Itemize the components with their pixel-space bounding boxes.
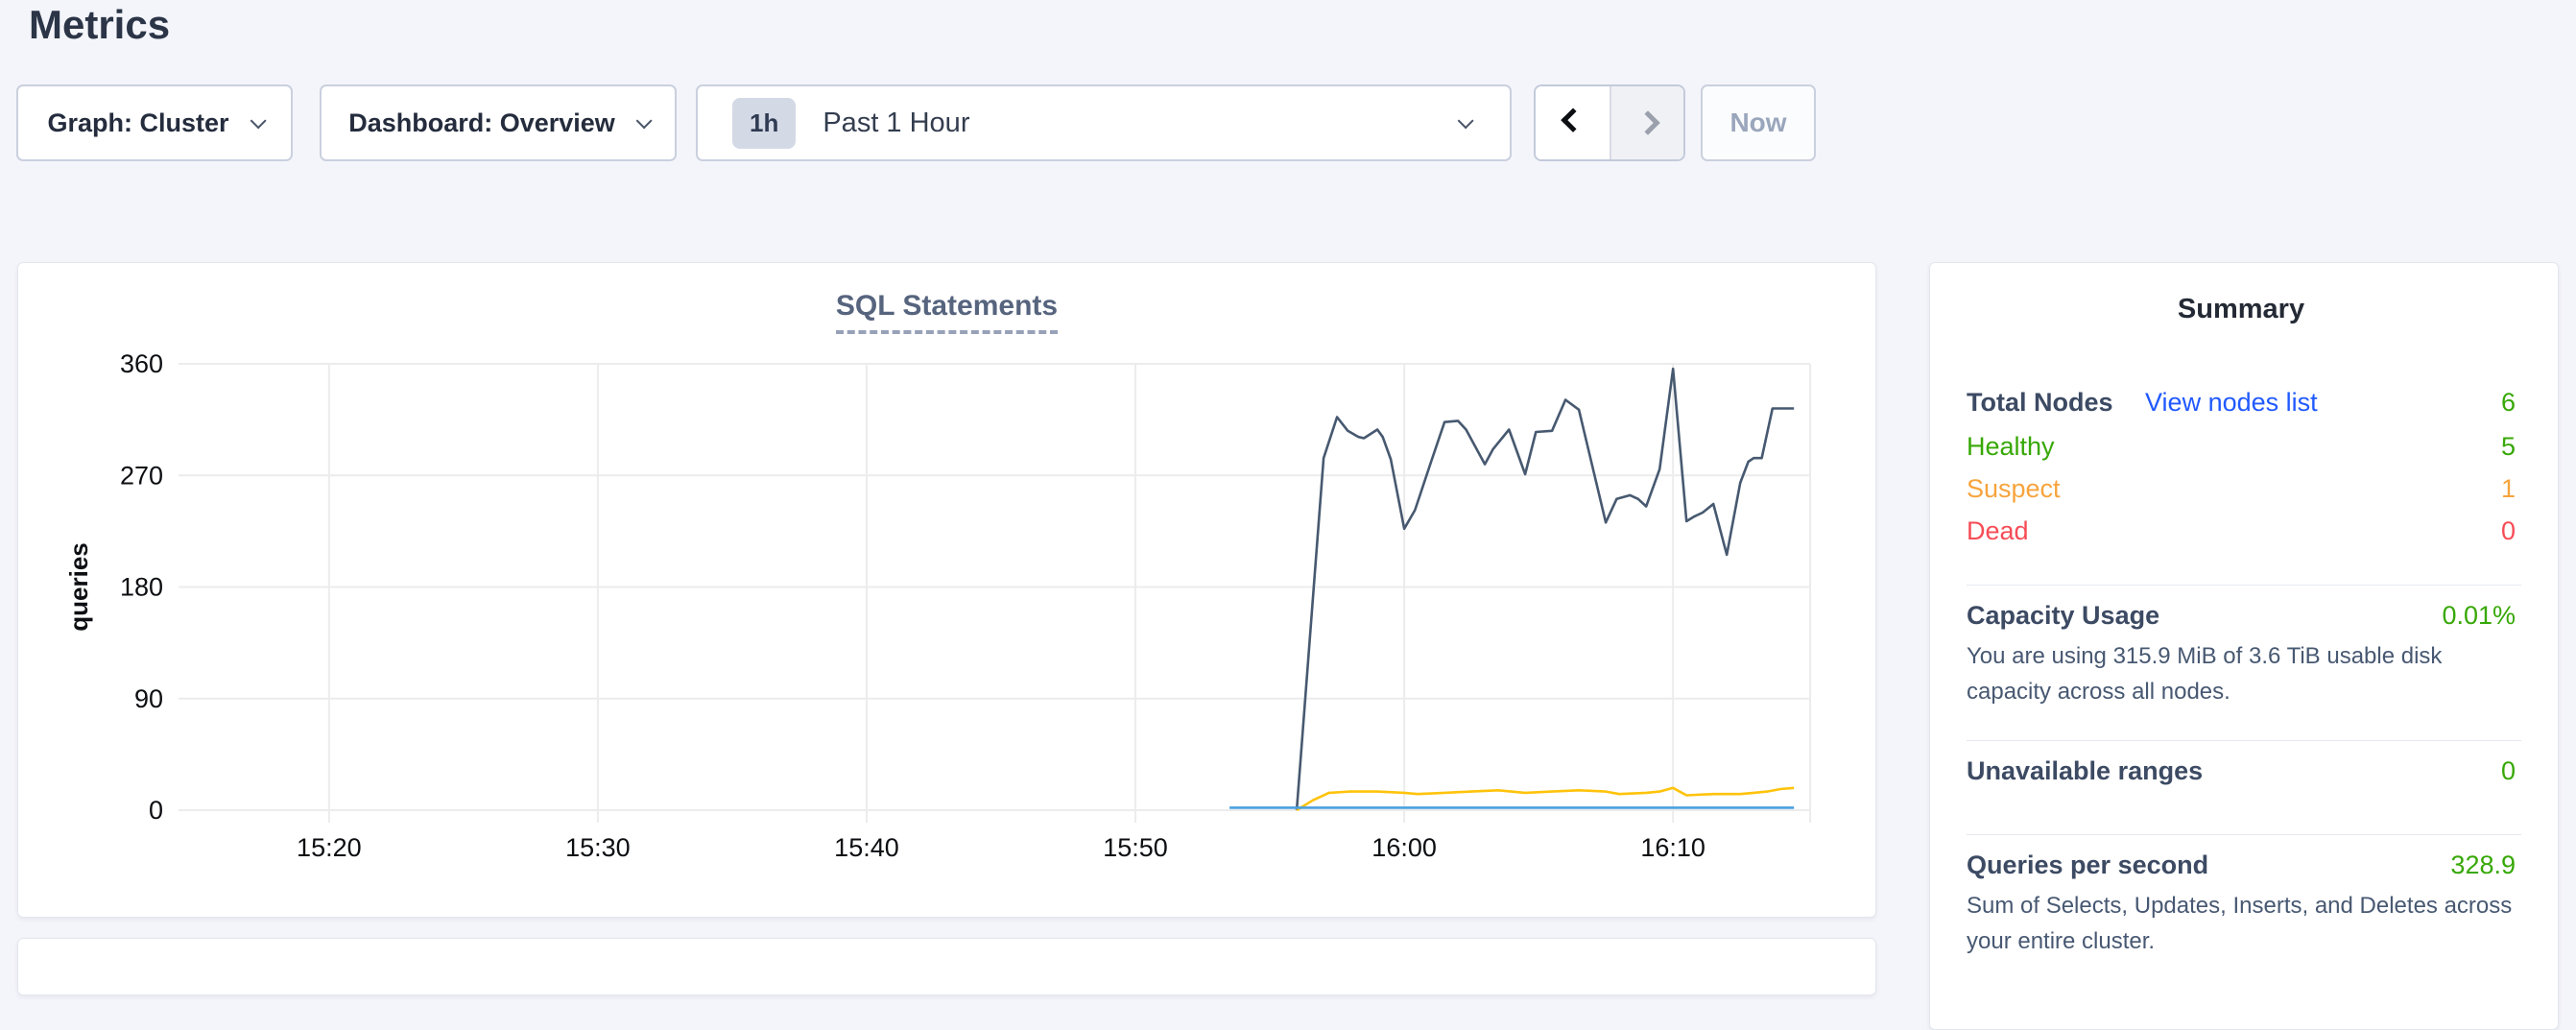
dashboard-dropdown-label: Dashboard: Overview — [348, 108, 615, 137]
capacity-usage-label: Capacity Usage — [1967, 601, 2160, 630]
chevron-down-icon — [1457, 112, 1474, 130]
divider — [1967, 585, 2521, 586]
capacity-usage-value: 0.01% — [2442, 601, 2516, 630]
suspect-value: 1 — [2500, 474, 2516, 503]
time-step-button-group — [1534, 84, 1685, 161]
previous-timeframe-button[interactable] — [1536, 86, 1610, 159]
svg-text:16:00: 16:00 — [1371, 833, 1437, 862]
graph-dropdown-label: Graph: Cluster — [47, 108, 229, 137]
dashboard-dropdown[interactable]: Dashboard: Overview — [320, 84, 677, 161]
chevron-down-icon — [250, 112, 267, 130]
healthy-label: Healthy — [1967, 432, 2055, 461]
yellow-line — [1296, 786, 1795, 812]
svg-text:90: 90 — [134, 684, 163, 713]
healthy-value: 5 — [2500, 432, 2516, 461]
svg-text:360: 360 — [120, 349, 163, 378]
queries-per-second-row: Queries per second 328.9 — [1967, 850, 2516, 880]
unavailable-ranges-value: 0 — [2500, 756, 2516, 785]
next-chart-card-partial — [17, 938, 1876, 995]
sql-statements-chart-card: SQL Statements 0 90 180 270 360 15:20 15:30 15:… — [17, 262, 1876, 918]
svg-text:15:20: 15:20 — [297, 833, 362, 862]
dead-value: 0 — [2500, 516, 2516, 545]
view-nodes-list-link[interactable]: View nodes list — [2145, 388, 2318, 417]
suspect-nodes-row: Suspect 1 — [1967, 474, 2516, 504]
sql-statements-chart[interactable]: 0 90 180 270 360 15:20 15:30 15:40 15:50 16:00 16:… — [18, 263, 1875, 917]
queries-per-second-description: Sum of Selects, Updates, Inserts, and De… — [1967, 893, 2513, 954]
y-axis-label: queries — [64, 542, 93, 632]
unavailable-ranges-label: Unavailable ranges — [1967, 756, 2204, 785]
svg-text:180: 180 — [120, 573, 163, 602]
graph-dropdown[interactable]: Graph: Cluster — [16, 84, 293, 161]
summary-panel: Summary Total Nodes View nodes list 6 He… — [1929, 262, 2559, 1030]
svg-text:15:30: 15:30 — [565, 833, 631, 862]
svg-text:16:10: 16:10 — [1640, 833, 1705, 862]
suspect-label: Suspect — [1967, 474, 2061, 503]
divider — [1967, 834, 2521, 835]
dead-label: Dead — [1967, 516, 2029, 545]
queries-per-second-value: 328.9 — [2450, 850, 2516, 879]
svg-text:0: 0 — [149, 796, 163, 825]
time-range-label: Past 1 Hour — [823, 107, 970, 138]
total-nodes-row: Total Nodes View nodes list 6 — [1967, 388, 2516, 418]
chevron-left-icon — [1560, 108, 1586, 132]
svg-text:15:50: 15:50 — [1103, 833, 1168, 862]
chart-title: SQL Statements — [18, 290, 1875, 334]
unavailable-ranges-row: Unavailable ranges 0 — [1967, 756, 2516, 786]
queries-per-second-label: Queries per second — [1967, 850, 2209, 879]
now-button[interactable]: Now — [1701, 84, 1816, 161]
svg-text:15:40: 15:40 — [834, 833, 899, 862]
page-title: Metrics — [29, 2, 171, 47]
dead-nodes-row: Dead 0 — [1967, 516, 2516, 546]
total-nodes-value: 6 — [2500, 388, 2516, 417]
chevron-right-icon — [1634, 110, 1660, 135]
capacity-usage-row: Capacity Usage 0.01% — [1967, 601, 2516, 631]
svg-text:270: 270 — [120, 461, 163, 490]
now-button-label: Now — [1729, 108, 1787, 137]
divider — [1967, 740, 2521, 741]
time-range-badge: 1h — [732, 97, 797, 149]
total-nodes-label: Total Nodes — [1967, 388, 2113, 417]
dark-navy-line — [1295, 367, 1795, 811]
healthy-nodes-row: Healthy 5 — [1967, 432, 2516, 462]
chevron-down-icon — [635, 112, 653, 130]
next-timeframe-button[interactable] — [1610, 86, 1683, 159]
capacity-usage-description: You are using 315.9 MiB of 3.6 TiB usabl… — [1967, 643, 2443, 705]
time-range-dropdown[interactable]: 1h Past 1 Hour — [696, 84, 1512, 161]
summary-title: Summary — [2177, 294, 2305, 324]
